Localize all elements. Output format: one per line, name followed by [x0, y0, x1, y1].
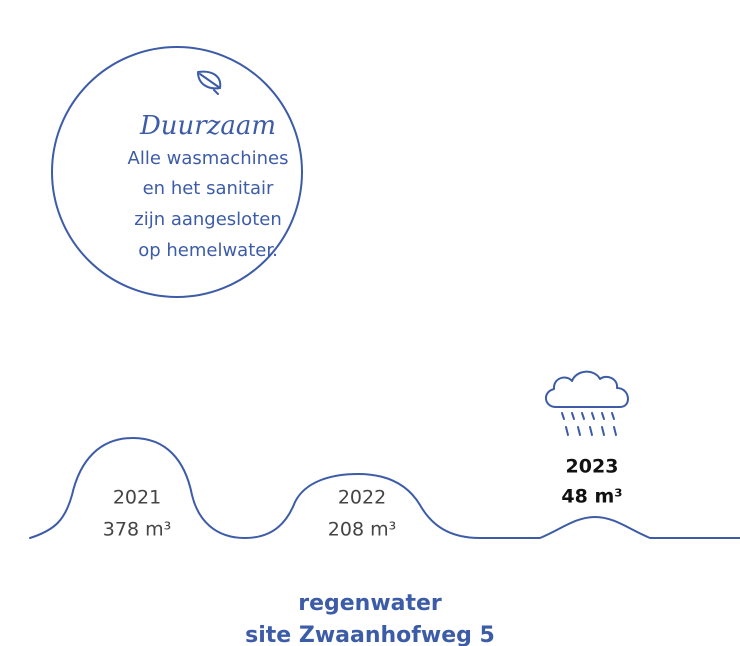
info-line: zijn aangesloten: [134, 209, 281, 230]
leaf-icon: [197, 70, 222, 95]
cloud-icon: [545, 370, 629, 436]
amount-label: 378 m³: [103, 519, 171, 541]
info-circle: [51, 46, 303, 298]
info-line: en het sanitair: [143, 178, 274, 199]
footer-line: regenwater: [298, 591, 442, 616]
amount-label: 48 m³: [561, 486, 622, 508]
info-line: Alle wasmachines: [128, 148, 289, 169]
footer-line: site Zwaanhofweg 5: [245, 623, 495, 646]
amount-label: 208 m³: [328, 519, 396, 541]
year-label: 2021: [113, 487, 161, 509]
year-label: 2022: [338, 487, 386, 509]
wave: [29, 437, 740, 539]
info-heading: Duurzaam: [139, 111, 276, 141]
info-line: op hemelwater.: [138, 240, 278, 261]
year-label: 2023: [566, 456, 619, 478]
